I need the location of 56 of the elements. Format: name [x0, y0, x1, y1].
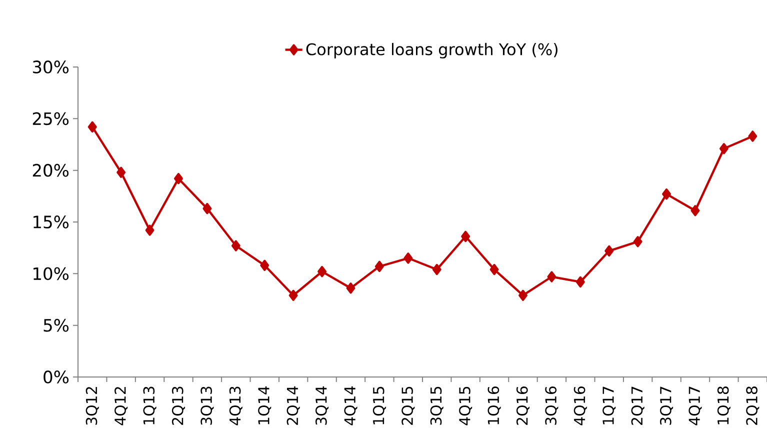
- point: [432, 264, 442, 276]
- y-tick-label: 15%: [34, 216, 69, 228]
- x-tick-label: 3Q13: [200, 386, 214, 425]
- x-tick-label: 1Q15: [372, 386, 386, 424]
- point: [260, 260, 270, 271]
- point: [202, 202, 212, 214]
- x-tick-label: 2Q17: [631, 386, 644, 425]
- y-tick-label: 0%: [44, 370, 69, 384]
- point: [231, 240, 240, 252]
- point: [145, 224, 154, 236]
- point: [88, 121, 97, 133]
- point: [490, 264, 499, 276]
- x-tick-label: 4Q16: [574, 386, 587, 426]
- x-tick-label: 2Q16: [516, 386, 530, 425]
- point: [174, 172, 183, 184]
- y-tick-label: 20%: [32, 164, 69, 177]
- y-tick-label: 5%: [44, 318, 69, 332]
- x-tick-label: 3Q12: [86, 387, 99, 425]
- point: [662, 188, 671, 200]
- y-tick-label: 10%: [34, 267, 69, 280]
- point: [690, 205, 700, 216]
- x-tick-label: 1Q17: [602, 386, 616, 424]
- y-tick-label: 25%: [32, 112, 69, 126]
- point: [719, 143, 728, 154]
- x-tick-label: 4Q13: [229, 386, 242, 426]
- point: [318, 266, 326, 278]
- point: [518, 290, 528, 301]
- point: [461, 230, 470, 242]
- point: [288, 290, 298, 301]
- point: [633, 236, 642, 248]
- x-tick-label: 3Q14: [315, 386, 329, 425]
- x-tick-label: 3Q15: [430, 386, 444, 425]
- x-tick-label: 2Q13: [172, 386, 186, 425]
- point: [404, 252, 413, 264]
- x-tick-label: 1Q14: [258, 386, 272, 424]
- x-tick-label: 1Q16: [488, 386, 501, 424]
- x-tick-label: 4Q12: [114, 387, 128, 426]
- x-tick-label: 2Q14: [286, 386, 300, 425]
- y-tick-label: 30%: [32, 60, 69, 74]
- x-tick-label: 4Q17: [688, 386, 702, 426]
- x-tick-label: 2Q15: [402, 386, 415, 425]
- x-tick-label: 1Q13: [143, 386, 156, 424]
- x-tick-label: 1Q18: [717, 386, 730, 424]
- point: [604, 245, 614, 257]
- point: [346, 282, 356, 294]
- x-tick-label: 4Q15: [459, 386, 472, 426]
- x-tick-label: 2Q18: [746, 386, 760, 425]
- x-tick-label: 3Q17: [660, 386, 674, 425]
- legend-label: Corporate loans growth YoY (%): [306, 42, 558, 58]
- point: [576, 276, 585, 288]
- x-tick-label: 4Q14: [344, 386, 358, 426]
- point: [374, 260, 384, 272]
- point: [116, 166, 126, 178]
- x-tick-label: 3Q16: [545, 386, 558, 425]
- point: [547, 271, 556, 282]
- point: [748, 130, 758, 142]
